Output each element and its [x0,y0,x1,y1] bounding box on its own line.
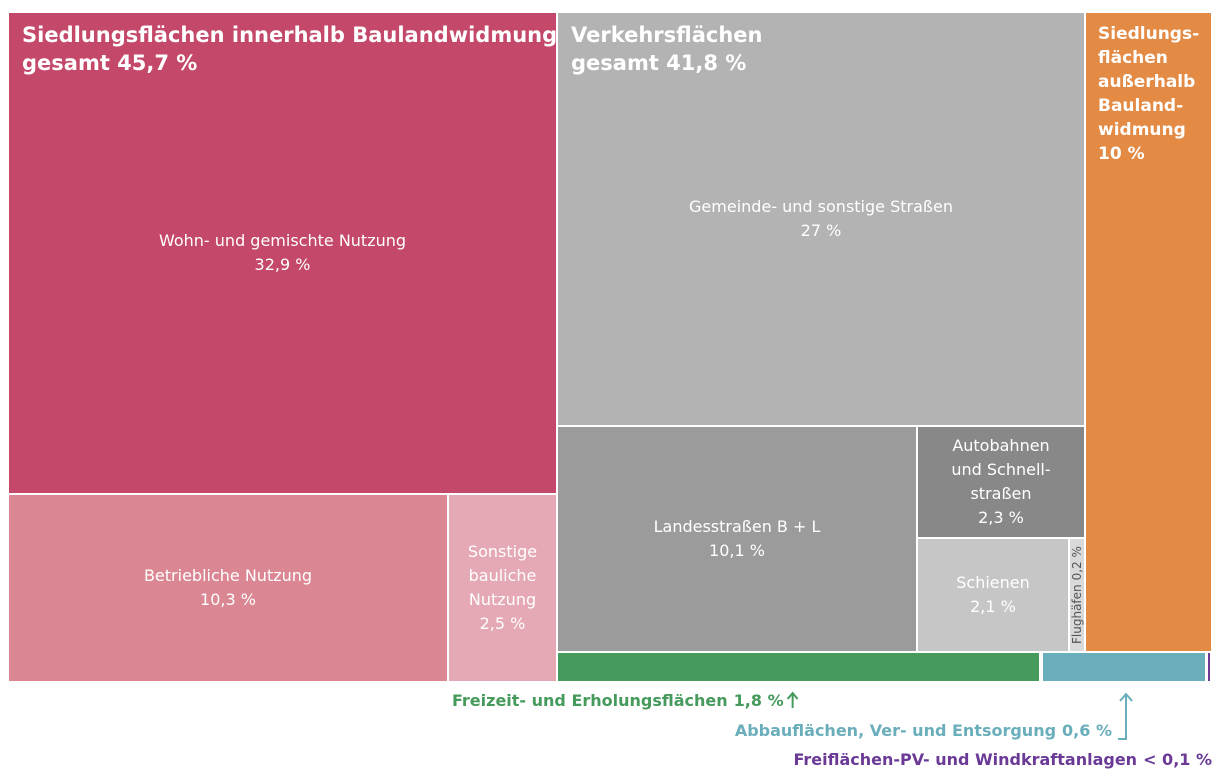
cell-label: Schienen 2,1 % [956,573,1030,616]
label-line: widmung [1098,120,1186,140]
cell-label: Siedlungs-flächen außerhalb Bauland-widmun… [1098,24,1199,164]
value-label: 0,6 % [1062,721,1112,740]
treemap-cell [1206,651,1212,683]
label-line: Sonstige [468,542,537,561]
treemap-cell [1084,11,1213,653]
treemap-cell [447,493,558,683]
label-line: Gemeinde- und sonstige Straßen [689,197,953,216]
label-line: Verkehrsflächen [571,23,762,47]
treemap-cell [556,651,1041,683]
label-line: Siedlungsflächen innerhalb Baulandwidmun… [22,23,557,47]
value-label: gesamt 41,8 % [571,51,746,75]
treemap-cell [916,537,1070,653]
cell-label: Wohn- und gemischte Nutzung 32,9 % [159,231,406,274]
value-label: 10,3 % [200,590,256,609]
cell-label: Landesstraßen B + L 10,1 % [654,517,821,560]
outside-label: Freizeit- und Erholungsflächen 1,8 % [452,691,784,710]
value-label: 2,3 % [978,508,1024,527]
treemap-cell [7,493,449,683]
label-line: Landesstraßen B + L [654,517,821,536]
arrow-icon [1118,692,1133,740]
cell-label: Autobahnen und Schnell-straßen 2,3 % [951,436,1050,527]
label-line: Flughäfen [1070,584,1084,644]
value-label: < 0,1 % [1143,750,1212,769]
arrow-icon [786,691,799,708]
label-line: bauliche [469,566,537,585]
cell-label: Siedlungsflächen innerhalb Baulandwidmun… [22,23,557,75]
value-label: 10 % [1098,144,1145,164]
label-line: Schienen [956,573,1030,592]
value-label: 0,2 % [1070,546,1084,580]
label-line: Freiflächen-PV- und Windkraftanlagen [793,750,1137,769]
label-line: und Schnell- [951,460,1050,479]
label-line: Autobahnen [952,436,1049,455]
label-line: Nutzung [469,590,536,609]
treemap-cell [1041,651,1207,683]
treemap-cell [916,425,1086,539]
cell-label: Flughäfen 0,2 % [1070,546,1084,644]
value-label: gesamt 45,7 % [22,51,197,75]
cell-label: Betriebliche Nutzung 10,3 % [144,566,312,609]
treemap-cell [556,425,918,653]
label-line: außerhalb [1098,72,1195,92]
label-line: Betriebliche Nutzung [144,566,312,585]
label-line: flächen [1098,48,1168,68]
value-label: 10,1 % [709,541,765,560]
label-line: Wohn- und gemischte Nutzung [159,231,406,250]
cell-label: Sonstige bauliche Nutzung 2,5 % [468,542,537,633]
value-label: 32,9 % [255,255,311,274]
outside-label: Abbauflächen, Ver- und Entsorgung 0,6 % [735,721,1112,740]
cell-label: Gemeinde- und sonstige Straßen 27 % [689,197,953,240]
label-line: Bauland- [1098,96,1183,116]
treemap-cell [7,11,558,495]
label-line: straßen [970,484,1031,503]
value-label: 27 % [801,221,842,240]
value-label: 2,5 % [480,614,526,633]
label-line: Siedlungs- [1098,24,1199,44]
value-label: 2,1 % [970,597,1016,616]
cell-label: Verkehrsflächen gesamt 41,8 % [571,23,762,75]
label-line: Abbauflächen, Ver- und Entsorgung [735,721,1056,740]
value-label: 1,8 % [734,691,784,710]
treemap-cell [556,11,1086,427]
label-line: Freizeit- und Erholungsflächen [452,691,728,710]
outside-label: Freiflächen-PV- und Windkraftanlagen < 0,… [793,750,1212,769]
